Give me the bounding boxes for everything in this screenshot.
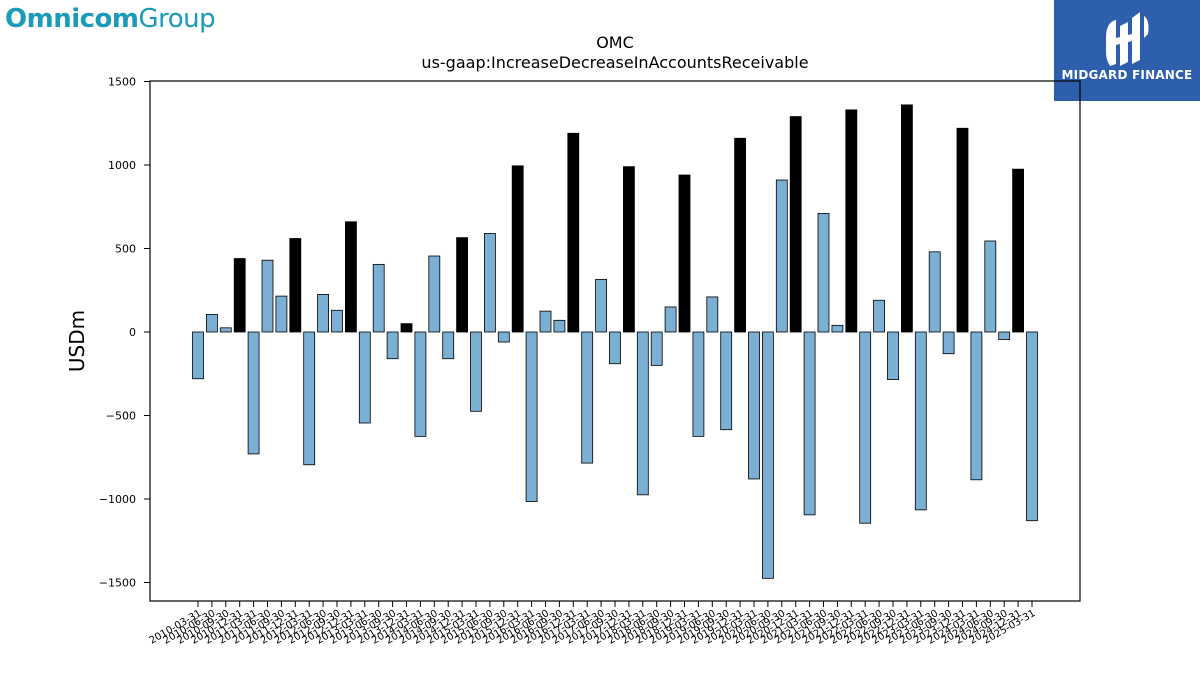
y-tick-label: 1500 [108, 76, 136, 89]
bar-2021-12-31 [845, 109, 858, 333]
bar-2018-06-30 [650, 331, 663, 366]
bar-2014-09-30 [442, 331, 455, 360]
bar-2016-06-30 [539, 310, 552, 333]
bar-2017-09-30 [609, 331, 621, 365]
bar-2011-06-30 [261, 259, 274, 333]
bar-2023-03-31 [914, 331, 927, 511]
bar-2024-06-30 [984, 240, 997, 333]
bar-2019-12-31 [734, 137, 746, 333]
bar-2023-06-30 [928, 251, 941, 333]
logo-text-strong: Omnicom [5, 4, 139, 34]
bar-2021-09-30 [831, 324, 844, 333]
y-tick-label: −500 [106, 410, 136, 423]
bar-2012-12-31 [344, 221, 357, 333]
bar-2010-06-30 [205, 314, 218, 333]
midgard-finance-logo: MIDGARD FINANCE [1054, 0, 1200, 101]
bar-2014-03-31 [414, 331, 427, 437]
y-tick-label: 500 [115, 243, 136, 256]
bar-2013-06-30 [372, 263, 385, 333]
midgard-mark-icon [1106, 12, 1149, 66]
bar-2015-12-31 [511, 165, 524, 333]
bar-2024-09-30 [998, 331, 1011, 340]
bar-2013-12-31 [400, 323, 413, 333]
midgard-brand-text: MIDGARD FINANCE [1061, 68, 1193, 82]
bar-2013-09-30 [386, 331, 399, 360]
bar-series [192, 104, 1038, 579]
bar-2024-03-31 [970, 331, 983, 481]
bar-2021-03-31 [803, 331, 816, 516]
bar-2010-12-31 [233, 258, 246, 333]
bar-2014-12-31 [456, 237, 469, 333]
y-tick-label: −1500 [99, 577, 136, 590]
bar-2011-12-31 [289, 238, 302, 333]
bar-2020-09-30 [775, 179, 788, 333]
bar-2015-06-30 [483, 233, 496, 333]
bar-2019-09-30 [720, 331, 733, 431]
bar-2016-09-30 [553, 319, 566, 333]
bar-2016-12-31 [567, 132, 580, 333]
y-axis-label: USDm [65, 310, 89, 372]
bar-2019-06-30 [706, 296, 719, 333]
bar-2010-03-31 [192, 331, 204, 380]
bar-2012-06-30 [317, 294, 330, 333]
bar-2013-03-31 [358, 331, 371, 424]
bar-2020-06-30 [762, 331, 774, 579]
logo-text-light: Group [138, 4, 216, 34]
chart-title: OMC [596, 33, 634, 52]
plot-frame [149, 80, 1081, 602]
bar-2018-12-31 [678, 174, 691, 333]
bar-2020-12-31 [789, 116, 802, 333]
bar-2011-09-30 [275, 295, 288, 333]
bar-2018-09-30 [664, 306, 677, 333]
bar-2015-03-31 [470, 331, 482, 412]
y-tick-label: 0 [129, 326, 136, 339]
bar-2010-09-30 [219, 327, 232, 333]
y-axis: −1500 −1000 −500 0 500 1000 1500 [99, 76, 150, 590]
bar-2022-12-31 [901, 104, 913, 333]
bar-2017-12-31 [623, 166, 635, 333]
bar-2021-06-30 [817, 213, 830, 333]
bar-2011-03-31 [247, 331, 260, 455]
bar-2017-06-30 [595, 278, 607, 333]
bar-2012-03-31 [303, 331, 316, 466]
bar-2022-06-30 [873, 299, 885, 333]
bar-2022-03-31 [859, 331, 872, 524]
bar-2012-09-30 [331, 309, 343, 333]
bar-2017-03-31 [581, 331, 594, 464]
bar-2019-03-31 [692, 331, 705, 437]
bar-2020-03-31 [748, 331, 760, 480]
bar-2024-12-31 [1012, 168, 1024, 333]
y-tick-label: −1000 [99, 493, 136, 506]
bar-2015-09-30 [497, 331, 510, 343]
bar-2018-03-31 [636, 331, 649, 496]
y-tick-label: 1000 [108, 159, 136, 172]
bar-2025-03-31 [1026, 331, 1038, 522]
bar-2023-09-30 [942, 331, 955, 355]
bar-2023-12-31 [956, 127, 969, 333]
chart-subtitle: us-gaap:IncreaseDecreaseInAccountsReceiv… [421, 53, 808, 72]
x-axis: 2010-03-312010-06-302010-09-302010-12-31… [148, 601, 1038, 647]
bar-2022-09-30 [887, 331, 899, 380]
omnicom-group-logo: OmnicomGroup [5, 2, 216, 36]
bar-2016-03-31 [525, 331, 538, 502]
bar-2014-06-30 [428, 255, 441, 333]
